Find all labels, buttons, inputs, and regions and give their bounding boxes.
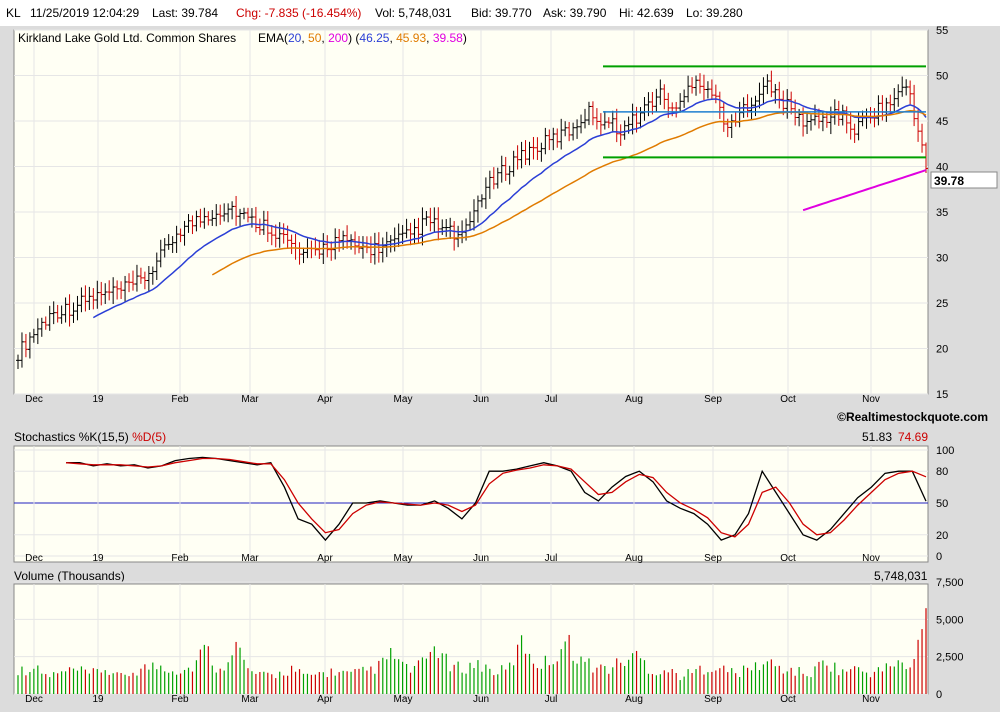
x-tick-label: Mar: [241, 394, 259, 405]
y-tick-label: 50: [936, 71, 948, 83]
x-tick-label: Jul: [545, 694, 558, 705]
x-tick-label: Jun: [473, 694, 489, 705]
last-price: Last: 39.784: [152, 6, 219, 20]
y-tick-label: 7,500: [936, 577, 964, 589]
x-tick-label: Sep: [704, 394, 722, 405]
stoch-grid: [14, 446, 928, 562]
x-tick-label: Sep: [704, 553, 722, 564]
x-tick-label: Apr: [317, 553, 333, 564]
last-price-box: [930, 171, 998, 189]
y-tick-label: 45: [936, 116, 948, 128]
stochastics-panel: Stochastics %K(15,5) %D(5) 51.83 74.69 1…: [0, 428, 1000, 566]
x-tick-label: Aug: [625, 553, 643, 564]
ema20-line: [92, 98, 927, 319]
x-tick-label: Dec: [25, 394, 43, 405]
y-tick-label: 25: [936, 298, 948, 310]
x-tick-label: Sep: [704, 694, 722, 705]
x-tick-label: Feb: [171, 394, 189, 405]
price-lines: [92, 65, 927, 319]
x-tick-label: May: [394, 394, 413, 405]
stoch-x-axis: Dec 19 Feb Mar Apr May Jun Jul Aug Sep Oct Nov: [25, 553, 880, 564]
volume-grid: [14, 581, 928, 695]
x-tick-label: Jun: [473, 553, 489, 564]
volume-x-axis: Dec 19 Feb Mar Apr May Jun Jul Aug Sep Oct Nov: [25, 694, 880, 705]
volume-bars: [17, 608, 927, 694]
price-bars: [16, 70, 928, 369]
last-price-label: 39.78: [934, 174, 964, 188]
volume-title: Volume (Thousands): [14, 569, 125, 583]
x-tick-label: 19: [92, 694, 104, 705]
y-tick-label: 100: [936, 445, 954, 457]
y-tick-label: 35: [936, 207, 948, 219]
stoch-d-value: 74.69: [898, 430, 928, 444]
ema50-line: [211, 109, 927, 276]
x-tick-label: Oct: [780, 394, 796, 405]
price-grid: [14, 29, 928, 395]
high: Hi: 42.639: [619, 6, 674, 20]
stoch-lines: [65, 456, 927, 542]
symbol: KL: [6, 6, 21, 20]
x-tick-label: Jun: [473, 394, 489, 405]
ema-label: EMA(20, 50, 200) (46.25, 45.93, 39.58): [258, 31, 467, 45]
y-tick-label: 20: [936, 344, 948, 356]
y-tick-label: 15: [936, 389, 948, 401]
y-tick-label: 0: [936, 551, 942, 563]
stoch-y-axis: 100 80 50 20 0: [936, 445, 954, 563]
x-tick-label: 19: [92, 553, 104, 564]
x-tick-label: Dec: [25, 694, 43, 705]
x-tick-label: May: [394, 694, 413, 705]
x-tick-label: Aug: [625, 394, 643, 405]
y-tick-label: 50: [936, 498, 948, 510]
change: Chg: -7.835 (-16.454%): [236, 6, 362, 20]
y-tick-label: 30: [936, 253, 948, 265]
x-tick-label: Nov: [862, 553, 880, 564]
volume-panel: Volume (Thousands) 5,748,031 7,500 5,000 2…: [0, 566, 1000, 712]
stoch-title: Stochastics %K(15,5) %D(5): [14, 430, 166, 444]
volume-last-value: 5,748,031: [874, 569, 928, 583]
x-tick-label: Jul: [545, 394, 558, 405]
ask: Ask: 39.790: [543, 6, 607, 20]
x-tick-label: Nov: [862, 694, 880, 705]
price-title: Kirkland Lake Gold Ltd. Common Shares: [18, 31, 236, 45]
x-tick-label: Dec: [25, 553, 43, 564]
y-tick-label: 55: [936, 25, 948, 37]
stoch-k-value: 51.83: [862, 430, 892, 444]
x-tick-label: 19: [92, 394, 104, 405]
x-tick-label: Oct: [780, 694, 796, 705]
price-y-axis: 55 50 45 40 35 30 25 20 15: [936, 25, 948, 401]
x-tick-label: Apr: [317, 694, 333, 705]
price-x-axis: Dec 19 Feb Mar Apr May Jun Jul Aug Sep Oct Nov: [25, 394, 880, 405]
x-tick-label: Feb: [171, 694, 189, 705]
stoch-d-line: [65, 457, 927, 538]
y-tick-label: 0: [936, 689, 942, 701]
y-tick-label: 40: [936, 162, 948, 174]
volume-stat: Vol: 5,748,031: [375, 6, 452, 20]
x-tick-label: Jul: [545, 553, 558, 564]
x-tick-label: Aug: [625, 694, 643, 705]
y-tick-label: 80: [936, 466, 948, 478]
datetime: 11/25/2019 12:04:29: [30, 6, 140, 20]
price-panel: Kirkland Lake Gold Ltd. Common Shares EM…: [0, 25, 1000, 406]
low: Lo: 39.280: [686, 6, 743, 20]
quote-header: KL 11/25/2019 12:04:29 Last: 39.784 Chg:…: [0, 0, 1000, 26]
x-tick-label: Mar: [241, 553, 259, 564]
x-tick-label: Nov: [862, 394, 880, 405]
copyright: ©Realtimestockquote.com: [837, 410, 988, 424]
y-tick-label: 2,500: [936, 652, 964, 664]
bid: Bid: 39.770: [471, 6, 532, 20]
x-tick-label: Apr: [317, 394, 333, 405]
x-tick-label: Mar: [241, 694, 259, 705]
x-tick-label: Feb: [171, 553, 189, 564]
x-tick-label: Oct: [780, 553, 796, 564]
volume-y-axis: 7,500 5,000 2,500 0: [936, 577, 964, 701]
ema200-line: [802, 169, 927, 212]
y-tick-label: 5,000: [936, 614, 964, 626]
x-tick-label: May: [394, 553, 413, 564]
y-tick-label: 20: [936, 530, 948, 542]
